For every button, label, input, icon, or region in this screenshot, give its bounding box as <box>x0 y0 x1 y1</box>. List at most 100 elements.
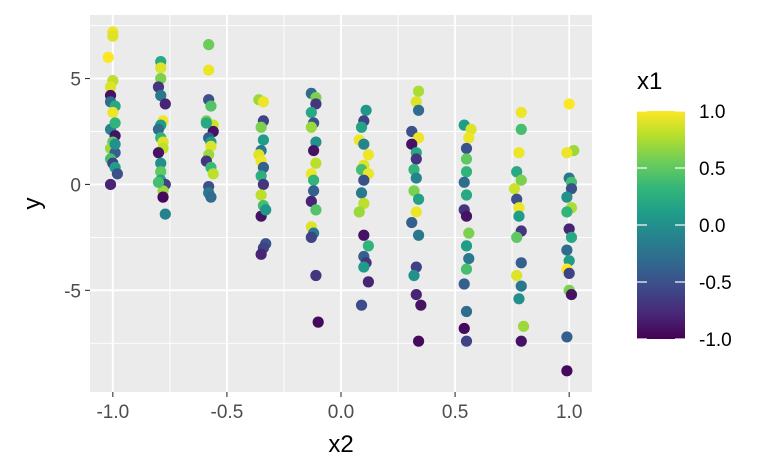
data-point <box>561 147 573 159</box>
data-point <box>415 299 427 311</box>
data-point <box>358 174 370 186</box>
data-point <box>155 157 167 169</box>
y-tick-label: -5 <box>64 281 81 302</box>
data-point <box>200 117 212 129</box>
data-point <box>310 98 322 110</box>
legend-label: -0.5 <box>699 273 732 294</box>
data-point <box>255 248 267 260</box>
data-point <box>460 153 473 165</box>
data-point <box>308 174 320 186</box>
data-point <box>362 240 374 252</box>
data-point <box>513 293 525 305</box>
data-point <box>410 288 422 301</box>
data-point <box>561 206 573 218</box>
data-point <box>406 138 418 150</box>
data-point <box>152 81 165 93</box>
data-point <box>410 206 422 218</box>
data-point <box>460 142 473 155</box>
data-point <box>460 335 473 347</box>
y-tick-label: 0 <box>70 175 81 196</box>
data-point <box>257 178 270 191</box>
data-point <box>358 197 370 210</box>
x-tick-label: 0.0 <box>328 402 354 423</box>
legend-ticks: 1.0 0.5 0.0 -0.5 -1.0 <box>637 102 732 351</box>
data-points <box>102 26 580 377</box>
data-point <box>152 147 165 159</box>
data-point <box>563 267 575 279</box>
data-point <box>460 189 473 201</box>
data-point <box>159 98 171 110</box>
data-point <box>310 157 322 169</box>
data-point <box>408 269 420 282</box>
data-point <box>561 331 573 343</box>
data-point <box>155 166 167 178</box>
data-point <box>358 229 370 241</box>
y-axis: -5 0 5 <box>64 70 90 302</box>
data-point <box>255 121 267 133</box>
data-point <box>102 51 114 63</box>
data-point <box>360 104 372 116</box>
data-point <box>152 176 165 188</box>
data-point <box>257 96 270 108</box>
data-point <box>410 153 422 165</box>
data-point <box>460 240 473 252</box>
data-point <box>203 64 215 76</box>
data-point <box>561 244 573 256</box>
x-tick-label: -1.0 <box>96 402 129 423</box>
data-point <box>460 166 473 178</box>
x-axis: -1.0 -0.5 0.0 0.5 1.0 <box>96 392 582 423</box>
data-point <box>563 98 575 110</box>
data-point <box>517 320 530 332</box>
data-point <box>109 138 121 150</box>
data-point <box>458 278 470 290</box>
data-point <box>460 263 473 275</box>
data-point <box>513 210 525 222</box>
data-point <box>563 255 575 267</box>
data-point <box>561 191 573 203</box>
data-point <box>511 269 523 282</box>
data-point <box>463 132 475 144</box>
data-point <box>515 106 527 119</box>
data-point <box>358 138 370 150</box>
data-point <box>565 231 578 243</box>
data-point <box>460 305 473 318</box>
x-tick-label: 0.5 <box>442 402 468 423</box>
data-point <box>109 117 121 129</box>
data-point <box>412 104 425 116</box>
data-point <box>205 100 217 112</box>
data-point <box>463 227 475 239</box>
data-point <box>465 123 477 135</box>
data-point <box>107 106 119 119</box>
data-point <box>305 121 317 133</box>
data-point <box>310 204 322 216</box>
data-point <box>111 168 123 180</box>
data-point <box>513 147 525 159</box>
data-point <box>410 172 422 184</box>
data-point <box>515 335 527 347</box>
data-point <box>410 96 422 108</box>
data-point <box>255 170 267 182</box>
data-point <box>355 299 368 311</box>
y-tick-label: 5 <box>70 70 81 91</box>
data-point <box>107 30 119 42</box>
data-point <box>362 149 374 161</box>
data-point <box>460 210 473 222</box>
color-legend: x1 1.0 0.5 0.0 -0.5 -1.0 <box>637 68 732 351</box>
data-point <box>408 185 420 197</box>
data-point <box>412 229 425 241</box>
data-point <box>207 168 219 180</box>
data-point <box>355 121 368 133</box>
data-point <box>406 216 418 229</box>
data-point <box>508 183 521 195</box>
data-point <box>412 335 425 347</box>
data-point <box>308 144 320 157</box>
data-point <box>362 276 374 288</box>
data-point <box>257 161 270 174</box>
data-point <box>157 191 169 203</box>
data-point <box>511 193 523 205</box>
data-point <box>563 223 575 235</box>
data-point <box>260 204 272 216</box>
data-point <box>205 191 217 203</box>
x-axis-title: x2 <box>328 431 353 458</box>
